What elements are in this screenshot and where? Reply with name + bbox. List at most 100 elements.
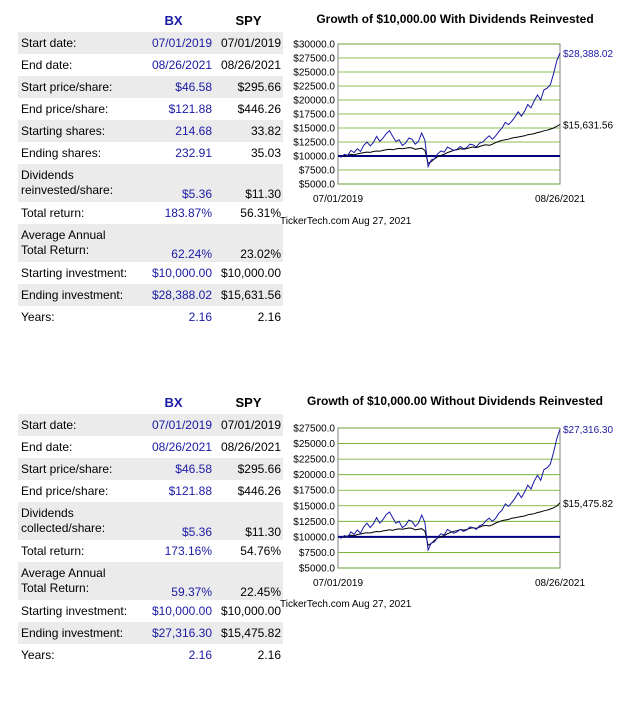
stats-row: End price/share: $121.88 $446.26 <box>18 480 283 502</box>
row-label: Dividends collected/share: <box>18 502 133 540</box>
y-tick-label: $25000.0 <box>293 68 335 79</box>
end-value-label: $15,631.56 <box>563 120 613 131</box>
bx-value: 183.87% <box>164 205 212 220</box>
spy-value: $446.26 <box>237 101 281 116</box>
y-tick-label: $20000.0 <box>293 96 335 107</box>
series-line-spy <box>337 502 561 547</box>
bx-value: 2.16 <box>188 647 212 662</box>
spy-value: 07/01/2019 <box>214 414 283 436</box>
stats-row: Dividends collected/share: $5.36 $11.30 <box>18 502 283 540</box>
stats-row: End date: 08/26/2021 08/26/2021 <box>18 436 283 458</box>
row-label: Dividends reinvested/share: <box>18 164 133 202</box>
y-tick-label: $27500.0 <box>293 54 335 65</box>
stats-row: Ending investment: $27,316.30 $15,475.82 <box>18 622 283 644</box>
stats-row: Years: 2.16 2.16 <box>18 644 283 666</box>
series-line-spy <box>337 124 561 165</box>
y-tick-label: $25000.0 <box>293 439 335 450</box>
row-label: Total return: <box>21 543 85 558</box>
end-value-label: $15,475.82 <box>563 499 613 510</box>
row-label: Starting shares: <box>18 120 133 142</box>
spy-value: $11.30 <box>214 502 283 540</box>
stats-row: Ending shares: 232.91 35.03 <box>18 142 283 164</box>
y-tick-label: $27500.0 <box>293 424 335 435</box>
row-label: End date: <box>21 439 73 454</box>
bx-value: $10,000.00 <box>151 603 212 618</box>
y-tick-label: $10000.0 <box>293 532 335 543</box>
y-tick-label: $22500.0 <box>293 82 335 93</box>
stats-row: Dividends reinvested/share: $5.36 $11.30 <box>18 164 283 202</box>
y-tick-label: $20000.0 <box>293 470 335 481</box>
plot-area <box>337 427 561 569</box>
stats-row: End date: 08/26/2021 08/26/2021 <box>18 54 283 76</box>
row-label: Ending investment: <box>18 284 133 306</box>
row-label: End price/share: <box>21 101 109 116</box>
stats-table: BX SPY Start date: 07/01/2019 07/01/2019 En… <box>18 8 283 328</box>
stats-row: Years: 2.16 2.16 <box>18 306 283 328</box>
spy-value: $15,631.56 <box>214 284 283 306</box>
bx-value: $46.58 <box>133 458 214 480</box>
spy-value: $295.66 <box>214 458 283 480</box>
stats-table: BX SPY Start date: 07/01/2019 07/01/2019 En… <box>18 390 283 666</box>
stats-row: Total return: 183.87% 56.31% <box>18 202 283 224</box>
y-tick-label: $7500.0 <box>299 166 336 177</box>
spy-value: 23.02% <box>214 224 283 262</box>
series-line-bx <box>337 52 561 169</box>
row-label: Years: <box>21 647 55 662</box>
stats-row: Average Annual Total Return: 59.37% 22.45% <box>18 562 283 600</box>
bx-value: 62.24% <box>133 224 214 262</box>
stats-row: Ending investment: $28,388.02 $15,631.56 <box>18 284 283 306</box>
stats-row: Start date: 07/01/2019 07/01/2019 <box>18 32 283 54</box>
spy-value: 54.76% <box>240 543 281 558</box>
spy-value: $11.30 <box>214 164 283 202</box>
spy-value: $446.26 <box>237 483 281 498</box>
bx-value: $5.36 <box>133 164 214 202</box>
source-stamp: TickerTech.com Aug 27, 2021 <box>280 216 412 227</box>
spy-value: $15,475.82 <box>214 622 283 644</box>
row-label: Total return: <box>21 205 85 220</box>
bx-value: 08/26/2021 <box>151 439 212 454</box>
y-tick-label: $10000.0 <box>293 152 335 163</box>
bx-value: 214.68 <box>133 120 214 142</box>
row-label: Ending investment: <box>18 622 133 644</box>
row-label: Average Annual Total Return: <box>18 562 133 600</box>
header-spy: SPY <box>235 394 262 410</box>
spy-value: 08/26/2021 <box>220 57 281 72</box>
stats-body: Start date: 07/01/2019 07/01/2019 End date:… <box>18 32 283 328</box>
spy-value: $295.66 <box>214 76 283 98</box>
row-label: Ending shares: <box>21 145 102 160</box>
y-tick-label: $15000.0 <box>293 124 335 135</box>
x-tick-label: 07/01/2019 <box>313 578 363 589</box>
stats-row: Start date: 07/01/2019 07/01/2019 <box>18 414 283 436</box>
source-stamp: TickerTech.com Aug 27, 2021 <box>280 599 412 610</box>
stats-row: Starting investment: $10,000.00 $10,000.00 <box>18 262 283 284</box>
bx-value: $46.58 <box>133 76 214 98</box>
stats-row: Starting shares: 214.68 33.82 <box>18 120 283 142</box>
x-tick-label: 07/01/2019 <box>313 194 363 205</box>
y-tick-label: $12500.0 <box>293 138 335 149</box>
end-value-label: $27,316.30 <box>563 425 613 436</box>
row-label: Starting investment: <box>21 265 128 280</box>
bx-value: $10,000.00 <box>151 265 212 280</box>
row-label: End date: <box>21 57 73 72</box>
bx-value: 2.16 <box>188 309 212 324</box>
x-tick-label: 08/26/2021 <box>535 194 585 205</box>
header-spy: SPY <box>235 12 262 28</box>
spy-value: 07/01/2019 <box>214 32 283 54</box>
row-label: Start price/share: <box>18 76 133 98</box>
bx-value: 07/01/2019 <box>133 414 214 436</box>
y-tick-label: $5000.0 <box>299 564 336 575</box>
bx-value: 07/01/2019 <box>133 32 214 54</box>
row-label: Years: <box>21 309 55 324</box>
bx-value: 232.91 <box>175 145 212 160</box>
panel-without-dividends: BX SPY Start date: 07/01/2019 07/01/2019 En… <box>0 382 641 705</box>
spy-value: 08/26/2021 <box>220 439 281 454</box>
spy-value: $10,000.00 <box>220 265 281 280</box>
bx-value: $121.88 <box>168 101 212 116</box>
y-tick-label: $17500.0 <box>293 486 335 497</box>
row-label: End price/share: <box>21 483 109 498</box>
row-label: Average Annual Total Return: <box>18 224 133 262</box>
chart-title: Growth of $10,000.00 With Dividends Rein… <box>316 12 594 26</box>
spy-value: 2.16 <box>257 309 281 324</box>
y-tick-label: $7500.0 <box>299 548 336 559</box>
spy-value: 35.03 <box>250 145 281 160</box>
